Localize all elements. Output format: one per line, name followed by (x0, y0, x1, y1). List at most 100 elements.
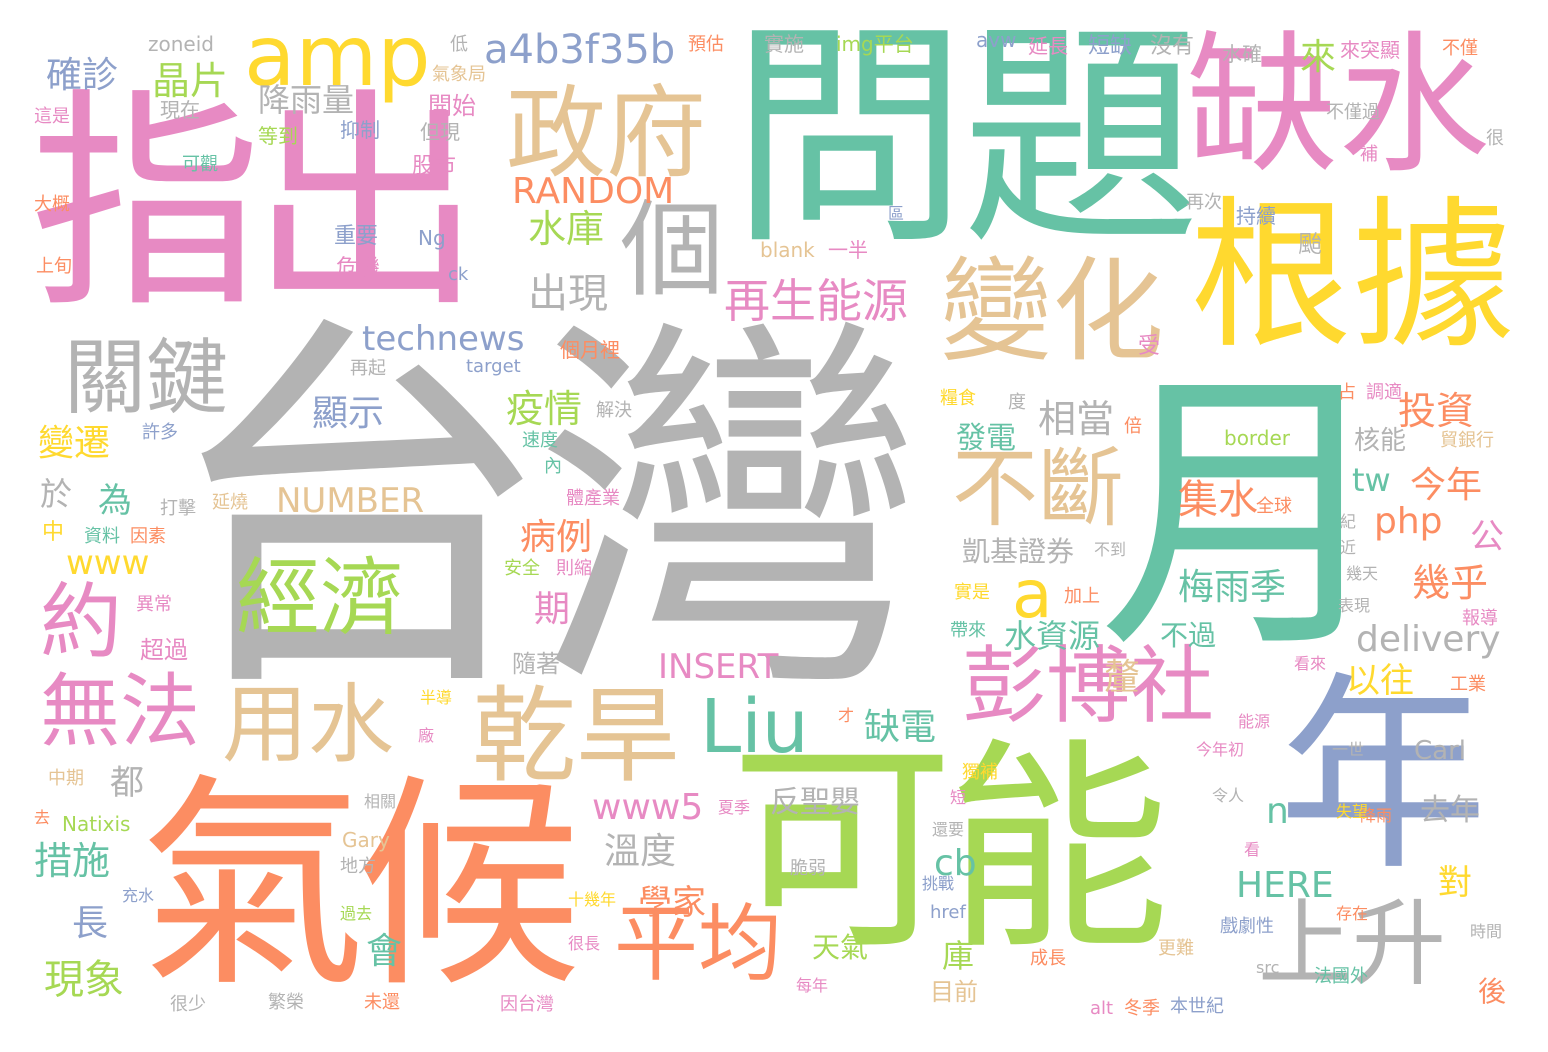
cloud-word: 可能 (730, 719, 1170, 980)
cloud-word: 公 (1470, 517, 1504, 557)
cloud-word: 再生能源 (724, 274, 908, 328)
cloud-word: 月 (1098, 343, 1394, 688)
cloud-word: 釐 (1104, 657, 1141, 698)
cloud-word: 於 (40, 475, 73, 513)
cloud-word: 指出 (30, 69, 482, 339)
cloud-word: 看 (1244, 840, 1261, 859)
cloud-word: 夏季 (718, 798, 751, 817)
cloud-word: 無法 (40, 665, 200, 758)
cloud-word: 獨補 (962, 762, 998, 783)
cloud-word: 集水 (1178, 477, 1258, 523)
cloud-word: 未還 (364, 992, 400, 1013)
cloud-word: 凱基證券 (962, 535, 1075, 568)
cloud-word: src (1256, 958, 1280, 977)
cloud-word: 氣候 (140, 755, 582, 1018)
cloud-word: 不斷 (952, 439, 1124, 539)
cloud-word: amp (244, 7, 431, 105)
cloud-word: 去 (34, 808, 51, 827)
cloud-word: 個 (620, 189, 725, 311)
cloud-word: delivery (1356, 619, 1501, 660)
cloud-word: 上旬 (36, 256, 72, 277)
cloud-word: RANDOM (512, 171, 675, 212)
cloud-word: 調適 (1366, 382, 1402, 403)
cloud-word: 因台灣 (500, 994, 554, 1015)
cloud-word: 充水 (122, 886, 155, 905)
cloud-word: 體產業 (566, 488, 620, 509)
cloud-word: 還要 (932, 820, 965, 839)
cloud-word: 速度 (522, 430, 558, 451)
cloud-word: 每年 (796, 976, 829, 995)
cloud-word: 現在 (160, 98, 200, 122)
cloud-word: 降雨 (1360, 806, 1393, 825)
cloud-word: 政府 (506, 75, 706, 192)
cloud-word: 缺水 (1186, 17, 1490, 194)
cloud-word: 持續 (1236, 204, 1276, 228)
cloud-word: 全球 (1256, 496, 1292, 517)
cloud-word: 目前 (930, 978, 978, 1006)
cloud-word: 水資源 (1004, 617, 1101, 655)
cloud-word: 過去 (340, 904, 373, 923)
cloud-word: NUMBER (276, 481, 425, 521)
cloud-word: 期 (534, 589, 571, 630)
cloud-word: 解決 (596, 400, 632, 421)
cloud-word: 表現 (1338, 596, 1371, 615)
cloud-word: 糧食 (940, 388, 976, 409)
cloud-word: 等到 (258, 124, 298, 148)
cloud-word: 學家 (638, 883, 706, 923)
cloud-word: 中 (42, 520, 65, 545)
cloud-word: 法國外 (1314, 966, 1368, 987)
cloud-word: 乾旱 (472, 675, 681, 797)
cloud-word: 戲劇性 (1220, 916, 1274, 937)
cloud-word: 但現 (420, 120, 460, 144)
cloud-word: zoneid (148, 32, 214, 56)
cloud-word: a4b3f35b (484, 27, 676, 73)
cloud-word: 內 (544, 456, 562, 477)
cloud-word: 水確 (1222, 42, 1262, 66)
cloud-word: 現象 (44, 957, 124, 1003)
cloud-word: technews (362, 319, 525, 359)
cloud-word: 庫 (942, 937, 975, 975)
cloud-word: 會 (366, 931, 403, 972)
cloud-word: 繁榮 (268, 992, 304, 1013)
cloud-word: 天氣 (812, 931, 869, 964)
cloud-word: 幾天 (1346, 564, 1379, 583)
cloud-word: 幾乎 (1412, 561, 1489, 605)
cloud-word: 短缺 (1088, 34, 1133, 59)
cloud-word: 工業 (1450, 674, 1486, 695)
cloud-word: 一半 (828, 238, 868, 262)
cloud-word: 相關 (364, 792, 397, 811)
cloud-word: 降雨量 (258, 81, 355, 119)
cloud-word: 發電 (956, 421, 1016, 456)
cloud-word: 成長 (1030, 948, 1066, 969)
cloud-word: 後 (1478, 975, 1507, 1008)
cloud-word: 失望 (1336, 802, 1369, 821)
cloud-word: 超過 (140, 636, 188, 664)
cloud-word: 受 (1138, 334, 1161, 359)
cloud-word: 長 (72, 903, 109, 944)
cloud-word: 十幾年 (568, 890, 617, 909)
cloud-word: 令人 (1212, 786, 1245, 805)
cloud-word: 股市 (412, 154, 457, 179)
cloud-word: 投資 (1398, 389, 1475, 433)
cloud-word: Ng (418, 226, 446, 250)
cloud-word: 重要 (334, 224, 379, 249)
cloud-word: img平台 (836, 32, 914, 56)
cloud-word: 抑制 (340, 118, 380, 142)
cloud-word: 加上 (1064, 586, 1100, 607)
cloud-word: 都 (110, 763, 144, 803)
cloud-word: 本世紀 (1170, 996, 1224, 1017)
cloud-word: 根據 (1190, 183, 1514, 371)
cloud-word: 個月裡 (560, 338, 620, 362)
cloud-word: 變遷 (38, 423, 111, 464)
cloud-word: 今年初 (1196, 740, 1245, 759)
cloud-word: Gary (342, 828, 390, 852)
cloud-word: 晶片 (152, 59, 229, 103)
cloud-word: 才 (838, 706, 855, 725)
cloud-word: 核能 (1354, 426, 1407, 456)
cloud-word: Natixis (62, 812, 131, 836)
cloud-word: ck (448, 264, 469, 285)
cloud-word: 水庫 (528, 207, 605, 251)
cloud-word: 去年 (1420, 793, 1480, 828)
cloud-word: 能源 (1238, 712, 1271, 731)
cloud-word: 隨著 (512, 650, 560, 678)
